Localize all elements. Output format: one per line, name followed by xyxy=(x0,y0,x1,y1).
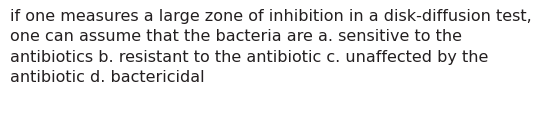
Text: if one measures a large zone of inhibition in a disk-diffusion test,
one can ass: if one measures a large zone of inhibiti… xyxy=(10,9,532,85)
